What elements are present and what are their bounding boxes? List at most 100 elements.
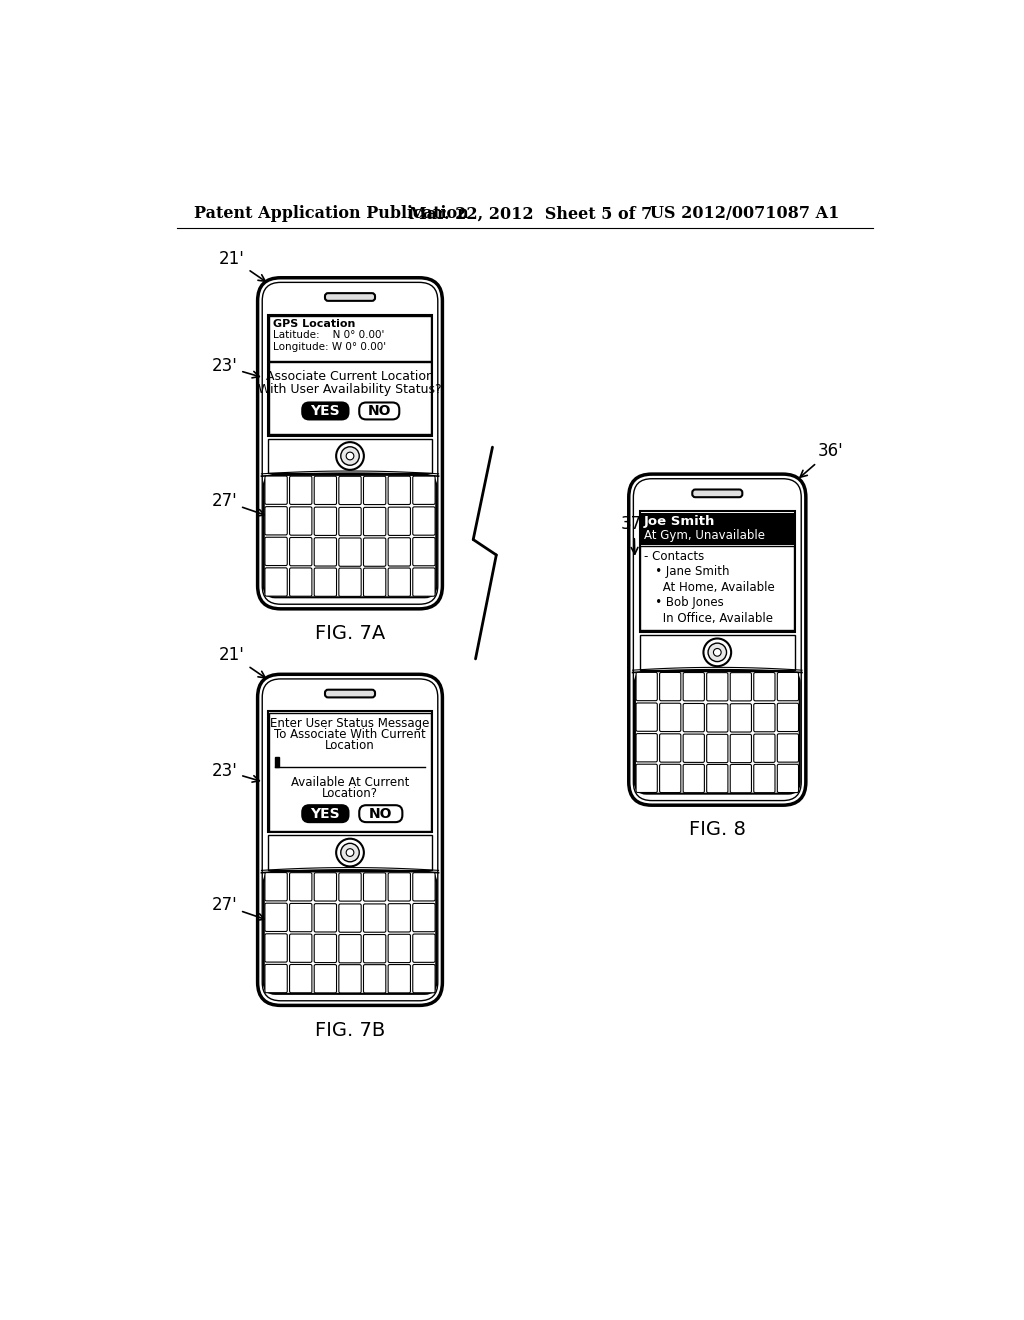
FancyBboxPatch shape <box>339 539 361 566</box>
FancyBboxPatch shape <box>314 477 337 504</box>
FancyBboxPatch shape <box>265 933 288 962</box>
FancyBboxPatch shape <box>659 734 681 762</box>
Text: Latitude:    N 0° 0.00': Latitude: N 0° 0.00' <box>273 330 384 341</box>
Text: GPS Location: GPS Location <box>273 319 355 329</box>
FancyBboxPatch shape <box>265 568 288 597</box>
FancyBboxPatch shape <box>388 568 411 597</box>
Text: YES: YES <box>310 404 340 418</box>
Text: Mar. 22, 2012  Sheet 5 of 7: Mar. 22, 2012 Sheet 5 of 7 <box>410 206 652 222</box>
Text: 36': 36' <box>800 442 843 478</box>
Text: At Home, Available: At Home, Available <box>644 581 775 594</box>
FancyBboxPatch shape <box>269 363 431 434</box>
FancyBboxPatch shape <box>636 764 657 792</box>
Text: Patent Application Publication: Patent Application Publication <box>194 206 468 222</box>
Text: Location?: Location? <box>322 787 378 800</box>
Circle shape <box>341 446 359 465</box>
FancyBboxPatch shape <box>388 965 411 993</box>
Bar <box>274 758 280 767</box>
FancyBboxPatch shape <box>413 873 435 902</box>
FancyBboxPatch shape <box>388 873 411 902</box>
FancyBboxPatch shape <box>777 764 799 792</box>
FancyBboxPatch shape <box>413 477 435 504</box>
FancyBboxPatch shape <box>413 903 435 932</box>
FancyBboxPatch shape <box>262 678 438 1001</box>
FancyBboxPatch shape <box>754 704 775 731</box>
FancyBboxPatch shape <box>290 873 312 902</box>
FancyBboxPatch shape <box>265 477 288 504</box>
Text: • Bob Jones: • Bob Jones <box>644 597 724 610</box>
FancyBboxPatch shape <box>364 539 386 566</box>
FancyBboxPatch shape <box>413 568 435 597</box>
FancyBboxPatch shape <box>302 805 348 822</box>
FancyBboxPatch shape <box>754 764 775 792</box>
FancyBboxPatch shape <box>388 537 411 566</box>
FancyBboxPatch shape <box>635 671 800 793</box>
FancyBboxPatch shape <box>364 965 386 993</box>
FancyBboxPatch shape <box>364 507 386 536</box>
FancyBboxPatch shape <box>290 935 312 962</box>
FancyBboxPatch shape <box>264 871 436 994</box>
Text: 37': 37' <box>621 515 647 554</box>
FancyBboxPatch shape <box>730 764 752 793</box>
Circle shape <box>336 442 364 470</box>
Text: 27': 27' <box>211 492 265 516</box>
FancyBboxPatch shape <box>777 672 799 701</box>
FancyBboxPatch shape <box>777 734 799 762</box>
FancyBboxPatch shape <box>707 764 728 793</box>
FancyBboxPatch shape <box>413 935 435 962</box>
FancyBboxPatch shape <box>265 903 288 932</box>
FancyBboxPatch shape <box>302 403 348 420</box>
FancyBboxPatch shape <box>777 704 799 731</box>
Circle shape <box>703 639 731 667</box>
FancyBboxPatch shape <box>640 511 795 632</box>
FancyBboxPatch shape <box>388 935 411 962</box>
Text: • Jane Smith: • Jane Smith <box>644 565 730 578</box>
FancyBboxPatch shape <box>364 935 386 962</box>
FancyBboxPatch shape <box>258 277 442 609</box>
FancyBboxPatch shape <box>692 490 742 498</box>
FancyBboxPatch shape <box>707 734 728 763</box>
FancyBboxPatch shape <box>683 704 705 731</box>
FancyBboxPatch shape <box>634 479 801 800</box>
Text: 21': 21' <box>219 249 265 281</box>
FancyBboxPatch shape <box>730 673 752 701</box>
FancyBboxPatch shape <box>683 764 705 792</box>
Text: Enter User Status Message: Enter User Status Message <box>270 717 430 730</box>
FancyBboxPatch shape <box>268 314 432 436</box>
FancyBboxPatch shape <box>314 965 337 993</box>
FancyBboxPatch shape <box>683 734 705 763</box>
FancyBboxPatch shape <box>707 704 728 733</box>
Text: 23': 23' <box>211 762 259 783</box>
Text: With User Availability Status?: With User Availability Status? <box>258 383 441 396</box>
Text: 27': 27' <box>211 896 265 920</box>
FancyBboxPatch shape <box>269 317 431 360</box>
FancyBboxPatch shape <box>314 904 337 932</box>
Text: Joe Smith: Joe Smith <box>644 515 716 528</box>
FancyBboxPatch shape <box>640 635 795 669</box>
FancyBboxPatch shape <box>413 965 435 993</box>
Circle shape <box>336 838 364 866</box>
Text: NO: NO <box>369 807 392 821</box>
Circle shape <box>708 643 727 661</box>
Text: FIG. 8: FIG. 8 <box>689 820 745 840</box>
FancyBboxPatch shape <box>265 507 288 535</box>
FancyBboxPatch shape <box>364 568 386 597</box>
FancyBboxPatch shape <box>636 734 657 762</box>
Text: At Gym, Unavailable: At Gym, Unavailable <box>644 529 765 543</box>
FancyBboxPatch shape <box>325 689 375 697</box>
Text: 21': 21' <box>219 645 265 678</box>
Circle shape <box>346 849 354 857</box>
FancyBboxPatch shape <box>364 873 386 902</box>
FancyBboxPatch shape <box>707 673 728 701</box>
FancyBboxPatch shape <box>388 477 411 504</box>
FancyBboxPatch shape <box>413 507 435 535</box>
FancyBboxPatch shape <box>269 713 431 830</box>
FancyBboxPatch shape <box>339 507 361 536</box>
FancyBboxPatch shape <box>265 965 288 993</box>
FancyBboxPatch shape <box>314 568 337 597</box>
FancyBboxPatch shape <box>268 711 432 832</box>
Text: Associate Current Location: Associate Current Location <box>266 370 434 383</box>
FancyBboxPatch shape <box>413 537 435 566</box>
FancyBboxPatch shape <box>754 672 775 701</box>
FancyBboxPatch shape <box>314 537 337 566</box>
